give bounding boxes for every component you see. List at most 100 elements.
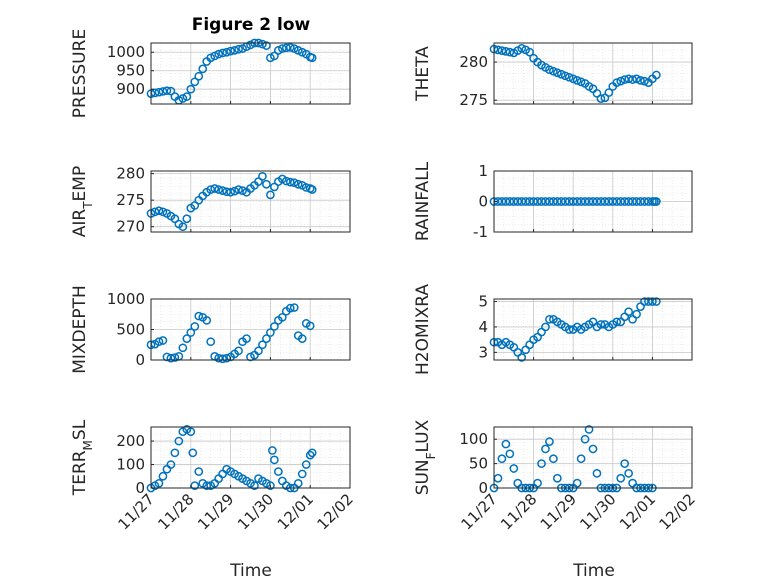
y-tick-label: 950: [116, 62, 145, 80]
data-point: [612, 78, 622, 88]
data-point: [238, 186, 247, 195]
data-point: [281, 43, 291, 53]
data-point: [242, 334, 251, 343]
data-point: [234, 185, 243, 194]
data-point: [218, 48, 227, 58]
data-point: [293, 179, 303, 189]
data-point: [158, 336, 168, 345]
data-point: [222, 47, 231, 57]
data-point: [537, 459, 546, 468]
data-point: [234, 346, 243, 356]
data-point: [289, 178, 299, 188]
data-point: [533, 478, 542, 488]
data-point: [640, 76, 649, 86]
data-point: [624, 307, 633, 317]
data-point: [246, 352, 255, 362]
data-point: [194, 311, 204, 321]
data-point: [305, 450, 315, 460]
y-axis-label: RAINFALL: [413, 161, 433, 241]
data-point: [202, 316, 212, 325]
data-point: [188, 448, 198, 458]
data-point: [549, 454, 558, 464]
data-point: [572, 76, 582, 85]
data-point: [604, 88, 614, 97]
data-point: [154, 478, 164, 488]
data-point: [293, 478, 303, 488]
data-point: [297, 334, 307, 343]
data-point: [307, 448, 317, 458]
data-point: [258, 39, 267, 49]
data-point: [214, 353, 224, 363]
subplot-h2omixra: 3 4 5 H2OMIXRA: [413, 284, 693, 375]
data-point: [501, 47, 511, 56]
axes-box: [150, 426, 351, 489]
y-axis-label: PRESSURE: [70, 29, 90, 118]
data-point: [174, 436, 184, 446]
data-point: [210, 184, 220, 193]
data-point: [182, 92, 192, 101]
data-point: [262, 334, 271, 343]
data-point: [505, 47, 515, 57]
data-point: [285, 303, 295, 313]
y-tick-label: 1000: [107, 290, 145, 308]
data-point: [178, 343, 188, 353]
data-point: [648, 297, 657, 306]
y-tick-label: 200: [116, 432, 145, 450]
y-tick-label: 0: [478, 479, 488, 497]
data-point: [234, 44, 243, 54]
data-point: [285, 177, 295, 187]
data-point: [170, 448, 180, 458]
y-tick-label: 275: [459, 91, 488, 109]
data-point: [632, 309, 641, 319]
data-point: [206, 337, 216, 347]
data-point: [266, 481, 275, 491]
data-point: [190, 322, 200, 331]
data-point: [277, 312, 287, 322]
y-tick-label: 1: [478, 162, 488, 180]
subplot-theta: 275 280 THETA: [413, 42, 693, 109]
data-point: [553, 68, 562, 78]
data-point: [166, 353, 176, 363]
figure-title: Figure 2 low: [192, 15, 311, 35]
data-point: [541, 322, 550, 332]
data-point: [564, 325, 574, 334]
data-point: [162, 86, 172, 96]
data-point: [258, 171, 267, 181]
data-point: [620, 459, 630, 468]
data-point: [652, 197, 661, 206]
data-point: [158, 471, 168, 481]
data-point: [194, 71, 204, 81]
data-point: [568, 74, 578, 84]
data-point: [226, 187, 235, 197]
subplot-air-temp: 270 275 280 AIRTEMP: [70, 165, 351, 237]
data-point: [545, 314, 554, 324]
y-tick-label: 50: [469, 455, 488, 473]
data-point: [226, 46, 235, 56]
data-point: [186, 328, 196, 337]
data-point: [154, 206, 164, 216]
y-tick-label: 5: [478, 293, 488, 311]
data-point: [194, 467, 204, 476]
data-point: [616, 473, 626, 483]
data-point: [297, 469, 307, 479]
y-axis-label: AIRTEMP: [70, 166, 95, 237]
data-point: [182, 214, 192, 224]
data-point: [162, 352, 172, 362]
axes-box: [493, 426, 693, 489]
data-point: [277, 44, 287, 53]
data-point: [624, 469, 633, 478]
data-point: [266, 328, 275, 337]
data-point: [289, 303, 299, 312]
data-point: [307, 185, 317, 194]
x-axis-label-left: Time: [229, 561, 272, 581]
y-tick-label: 0: [135, 351, 145, 369]
data-point: [214, 185, 224, 194]
y-tick-label: 280: [459, 53, 488, 71]
data-point: [262, 179, 271, 189]
data-point: [588, 444, 598, 454]
data-point: [214, 49, 224, 59]
axes-box: [493, 298, 693, 361]
data-point: [250, 481, 259, 491]
data-point: [584, 425, 594, 434]
y-tick-label: -1: [473, 223, 488, 241]
